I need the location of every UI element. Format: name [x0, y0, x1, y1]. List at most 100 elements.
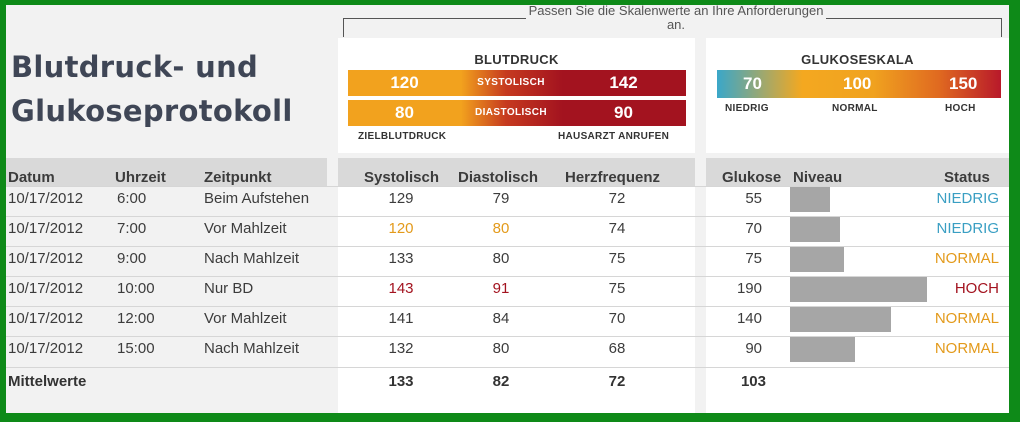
cell-date[interactable]: 10/17/2012 — [8, 250, 84, 267]
bp-table-panel — [338, 186, 695, 413]
cell-heart-rate[interactable]: 72 — [608, 190, 626, 207]
row-divider — [6, 216, 1009, 217]
cell-status[interactable]: NORMAL — [934, 310, 999, 327]
column-header-level[interactable]: Niveau — [793, 169, 843, 186]
cell-date[interactable]: 10/17/2012 — [8, 280, 84, 297]
cell-status[interactable]: HOCH — [954, 280, 999, 297]
cell-glucose[interactable]: 140 — [736, 310, 762, 327]
glucose-level-bar — [790, 277, 927, 302]
column-header-status[interactable]: Status — [944, 169, 990, 186]
avg-heart-rate: 72 — [608, 373, 626, 390]
footer-divider — [6, 367, 1009, 368]
diastolic-target-value: 80 — [395, 103, 414, 122]
column-header-diastolic[interactable]: Diastolisch — [458, 169, 539, 186]
header-bar-glucose — [706, 158, 1009, 186]
cell-moment[interactable]: Nach Mahlzeit — [204, 250, 300, 267]
row-divider — [6, 276, 1009, 277]
cell-time[interactable]: 12:00 — [117, 310, 155, 327]
row-divider — [6, 336, 1009, 337]
column-header-systolic[interactable]: Systolisch — [364, 169, 440, 186]
diastolic-range-row: 80 DIASTOLISCH 90 — [348, 100, 686, 126]
cell-heart-rate[interactable]: 75 — [608, 250, 626, 267]
cell-heart-rate[interactable]: 68 — [608, 340, 626, 357]
cell-diastolic[interactable]: 80 — [492, 220, 510, 237]
cell-glucose[interactable]: 70 — [745, 220, 762, 237]
diastolic-target-cell[interactable] — [348, 100, 461, 126]
avg-systolic: 133 — [388, 373, 414, 390]
cell-status[interactable]: NORMAL — [934, 340, 999, 357]
systolic-label: SYSTOLISCH — [477, 77, 545, 88]
systolic-call-value: 142 — [609, 73, 638, 92]
cell-glucose[interactable]: 90 — [745, 340, 762, 357]
glucose-level-bar — [790, 337, 855, 362]
row-divider — [6, 246, 1009, 247]
cell-systolic[interactable]: 143 — [388, 280, 414, 297]
glucose-normal-value: 100 — [843, 74, 872, 93]
column-header-glucose[interactable]: Glukose — [722, 169, 782, 186]
cell-diastolic[interactable]: 79 — [492, 190, 510, 207]
cell-diastolic[interactable]: 91 — [492, 280, 510, 297]
glucose-high-label: HOCH — [945, 103, 976, 114]
cell-status[interactable]: NIEDRIG — [936, 220, 999, 237]
cell-moment[interactable]: Vor Mahlzeit — [204, 220, 287, 237]
target-bp-label: ZIELBLUTDRUCK — [358, 131, 447, 142]
cell-time[interactable]: 15:00 — [117, 340, 155, 357]
glucose-level-bar — [790, 187, 830, 212]
cell-systolic[interactable]: 133 — [388, 250, 414, 267]
systolic-range-row: 120 SYSTOLISCH 142 — [348, 70, 686, 96]
cell-systolic[interactable]: 129 — [388, 190, 414, 207]
avg-diastolic: 82 — [492, 373, 510, 390]
glucose-high-value: 150 — [949, 74, 978, 93]
cell-diastolic[interactable]: 80 — [492, 250, 510, 267]
blood-pressure-title: BLUTDRUCK — [474, 52, 559, 67]
cell-date[interactable]: 10/17/2012 — [8, 340, 84, 357]
column-header-moment[interactable]: Zeitpunkt — [204, 169, 272, 186]
cell-diastolic[interactable]: 80 — [492, 340, 510, 357]
glucose-scale-title: GLUKOSESKALA — [801, 52, 914, 67]
systolic-target-cell[interactable] — [348, 70, 461, 96]
cell-date[interactable]: 10/17/2012 — [8, 220, 84, 237]
cell-systolic[interactable]: 132 — [388, 340, 414, 357]
cell-date[interactable]: 10/17/2012 — [8, 190, 84, 207]
header-bar-bp — [338, 158, 695, 186]
column-header-time[interactable]: Uhrzeit — [115, 169, 166, 186]
cell-time[interactable]: 7:00 — [117, 220, 147, 237]
cell-time[interactable]: 10:00 — [117, 280, 155, 297]
cell-moment[interactable]: Vor Mahlzeit — [204, 310, 287, 327]
column-header-date[interactable]: Datum — [8, 169, 55, 186]
cell-date[interactable]: 10/17/2012 — [8, 310, 84, 327]
cell-glucose[interactable]: 55 — [745, 190, 762, 207]
cell-heart-rate[interactable]: 75 — [608, 280, 626, 297]
diastolic-label: DIASTOLISCH — [475, 107, 547, 118]
row-divider — [6, 186, 1009, 187]
diastolic-call-cell[interactable] — [461, 100, 686, 126]
glucose-normal-label: NORMAL — [832, 103, 878, 114]
cell-heart-rate[interactable]: 70 — [608, 310, 626, 327]
call-doctor-label: HAUSARZT ANRUFEN — [558, 131, 670, 142]
glucose-scale-bar[interactable]: 70 100 150 — [717, 70, 1001, 98]
cell-diastolic[interactable]: 84 — [492, 310, 510, 327]
cell-systolic[interactable]: 120 — [388, 220, 414, 237]
cell-status[interactable]: NIEDRIG — [936, 190, 999, 207]
row-divider — [6, 306, 1009, 307]
diastolic-call-value: 90 — [614, 103, 633, 122]
systolic-target-value: 120 — [390, 73, 419, 92]
glucose-level-bar — [790, 217, 840, 242]
cell-heart-rate[interactable]: 74 — [608, 220, 626, 237]
glucose-low-label: NIEDRIG — [725, 103, 769, 114]
column-header-heart-rate[interactable]: Herzfrequenz — [565, 169, 661, 186]
glucose-level-bar — [790, 247, 844, 272]
systolic-call-cell[interactable] — [461, 70, 686, 96]
scale-hint-text: Passen Sie die Skalenwerte an Ihre Anfor… — [526, 5, 826, 32]
cell-glucose[interactable]: 190 — [736, 280, 762, 297]
header-bar-main — [6, 158, 327, 186]
cell-moment[interactable]: Nach Mahlzeit — [204, 340, 300, 357]
cell-status[interactable]: NORMAL — [934, 250, 999, 267]
cell-glucose[interactable]: 75 — [745, 250, 762, 267]
cell-moment[interactable]: Nur BD — [204, 280, 254, 297]
cell-time[interactable]: 9:00 — [117, 250, 147, 267]
cell-systolic[interactable]: 141 — [388, 310, 414, 327]
cell-time[interactable]: 6:00 — [117, 190, 147, 207]
cell-moment[interactable]: Beim Aufstehen — [204, 190, 310, 207]
glucose-low-value: 70 — [743, 74, 762, 93]
